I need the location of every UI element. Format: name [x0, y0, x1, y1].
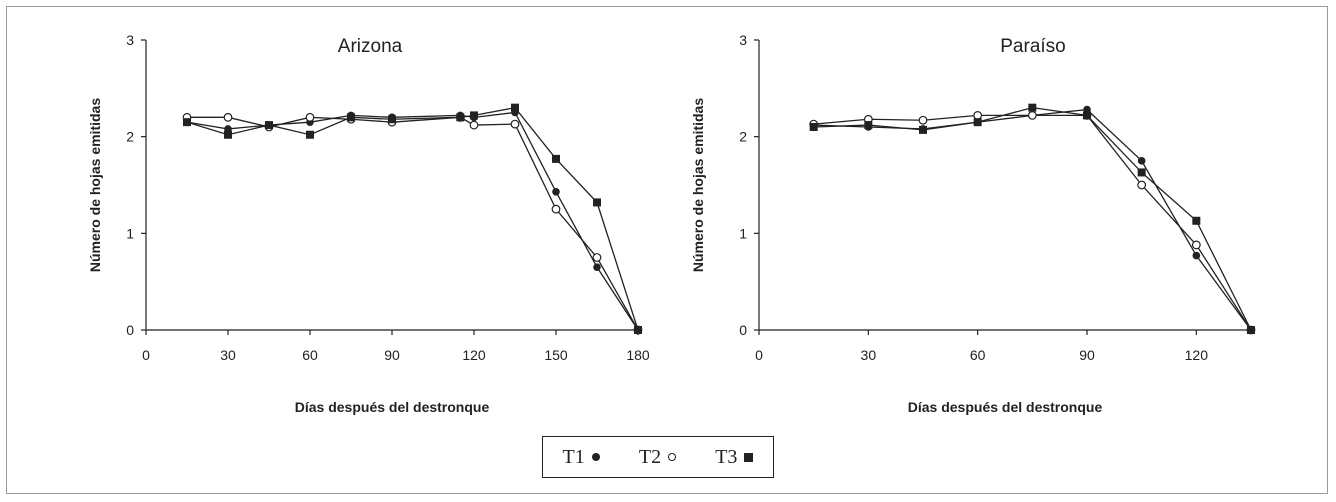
y-tick-label: 2 — [739, 129, 747, 145]
data-point-t3 — [1028, 103, 1037, 112]
data-point-t2 — [223, 112, 233, 122]
y-tick-label: 0 — [126, 322, 134, 338]
y-tick-label: 0 — [739, 322, 747, 338]
legend-label-t2: T2 — [638, 445, 662, 468]
data-point-t3 — [634, 326, 642, 334]
x-tick-label: 30 — [220, 347, 236, 363]
series-line-t2 — [187, 116, 639, 331]
data-point-t3 — [306, 130, 314, 139]
x-tick-label: 0 — [755, 347, 763, 363]
x-tick-label: 90 — [384, 347, 400, 363]
x-tick-label: 120 — [462, 347, 486, 363]
x-tick-label: 60 — [970, 347, 986, 363]
data-point-t3 — [1083, 111, 1091, 120]
data-point-t3 — [456, 113, 465, 122]
chart-title: Arizona — [338, 36, 403, 57]
legend-label-t1: T1 — [562, 445, 585, 468]
x-tick-label: 60 — [302, 347, 318, 363]
filled-circle-icon — [591, 453, 600, 461]
data-point-t3 — [470, 111, 478, 120]
open-circle-icon — [668, 453, 677, 461]
data-point-t3 — [919, 125, 927, 134]
y-axis-label: Número de hojas emitidas — [690, 98, 706, 272]
x-tick-label: 150 — [544, 347, 568, 363]
filled-square-icon — [744, 452, 754, 462]
x-axis-label: Días después del destronque — [908, 399, 1103, 415]
data-point-t1 — [552, 187, 560, 196]
data-point-t1 — [593, 263, 601, 271]
x-tick-label: 0 — [142, 347, 150, 363]
data-point-t3 — [347, 113, 355, 122]
data-point-t2 — [551, 204, 561, 214]
data-point-t1 — [1192, 251, 1201, 260]
legend: T1 T2 T3 — [542, 436, 774, 478]
series-line-t3 — [186, 106, 639, 331]
legend-item-t3: T3 — [715, 445, 754, 469]
data-point-t2 — [592, 253, 602, 262]
chart-title: Paraíso — [1000, 36, 1065, 57]
data-point-t3 — [864, 121, 873, 130]
data-point-t3 — [388, 115, 396, 124]
series-line-t2 — [813, 114, 1252, 331]
y-axis-label: Número de hojas emitidas — [87, 98, 103, 272]
data-point-t3 — [511, 103, 519, 112]
x-tick-label: 90 — [1079, 347, 1095, 363]
legend-item-t2: T2 — [638, 445, 677, 469]
x-tick-label: 30 — [861, 347, 877, 363]
x-tick-label: 120 — [1185, 347, 1209, 363]
y-tick-label: 3 — [739, 32, 747, 48]
y-tick-label: 3 — [126, 32, 134, 48]
data-point-t1 — [1137, 157, 1146, 165]
series-line-t3 — [813, 107, 1252, 331]
series-line-t1 — [813, 108, 1252, 331]
data-point-t3 — [1137, 168, 1146, 177]
y-tick-label: 1 — [126, 225, 134, 241]
legend-label-t3: T3 — [715, 445, 738, 468]
data-point-t2 — [1137, 180, 1147, 190]
y-tick-label: 2 — [126, 129, 134, 145]
data-point-t2 — [1191, 240, 1201, 250]
figure-frame — [6, 6, 1328, 494]
data-point-t2 — [510, 119, 520, 129]
x-axis-label: Días después del destronque — [295, 399, 490, 415]
x-tick-label: 180 — [626, 347, 650, 363]
data-point-t2 — [973, 110, 983, 120]
data-point-t3 — [552, 154, 560, 163]
data-point-t3 — [1192, 216, 1201, 225]
data-point-t2 — [305, 112, 315, 122]
y-tick-label: 1 — [739, 225, 747, 241]
data-point-t2 — [469, 120, 479, 130]
data-point-t3 — [809, 123, 818, 131]
data-point-t2 — [918, 115, 928, 125]
data-point-t3 — [224, 130, 232, 139]
data-point-t3 — [593, 198, 601, 207]
data-point-t3 — [973, 118, 982, 127]
series-line-t1 — [186, 111, 639, 331]
data-point-t3 — [1247, 326, 1255, 334]
data-point-t3 — [265, 121, 273, 130]
legend-item-t1: T1 — [563, 446, 600, 469]
data-point-t2 — [1027, 110, 1037, 120]
data-point-t3 — [183, 118, 191, 127]
